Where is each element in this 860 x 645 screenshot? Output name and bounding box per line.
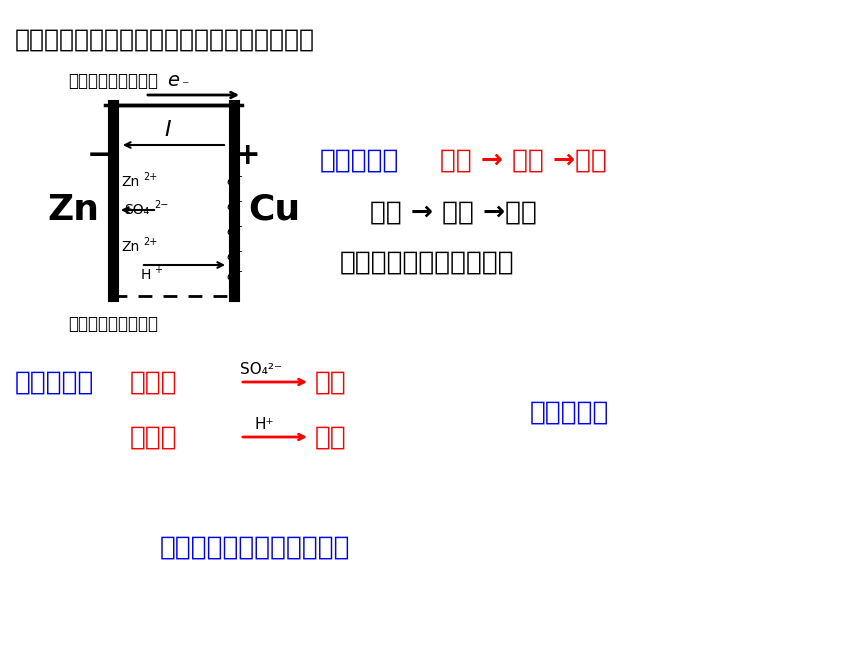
Text: −: −: [235, 247, 243, 257]
Text: H: H: [141, 268, 151, 282]
Text: H⁺: H⁺: [255, 417, 274, 432]
Text: −: −: [235, 267, 243, 277]
Text: −: −: [235, 172, 243, 182]
Text: e: e: [167, 71, 179, 90]
Text: 电子不下水，离子不上岸。: 电子不下水，离子不上岸。: [160, 535, 351, 561]
Text: SO₄²⁻: SO₄²⁻: [240, 362, 282, 377]
Text: +: +: [235, 141, 261, 170]
Text: −: −: [86, 141, 112, 170]
Text: 2−: 2−: [154, 200, 169, 210]
Text: 内电路离子定向移动: 内电路离子定向移动: [68, 315, 158, 333]
Text: 负极 → 导线 →正极: 负极 → 导线 →正极: [440, 148, 607, 174]
Text: −: −: [235, 197, 243, 207]
Text: 电子流向：: 电子流向：: [320, 148, 399, 174]
Text: Zn: Zn: [121, 240, 139, 254]
Text: +: +: [154, 265, 162, 275]
Text: e: e: [226, 175, 234, 188]
Text: ⁻: ⁻: [181, 79, 188, 93]
Text: e: e: [226, 250, 234, 263]
Text: 离子流向：: 离子流向：: [15, 370, 95, 396]
Text: 阴离子: 阴离子: [130, 370, 178, 396]
Text: Zn: Zn: [47, 193, 99, 227]
Text: 正极: 正极: [315, 425, 347, 451]
Text: ２、整个装置是如何形成电流的闭合回路的？: ２、整个装置是如何形成电流的闭合回路的？: [15, 28, 315, 52]
Text: 阴负，阳正: 阴负，阳正: [530, 400, 610, 426]
Text: 2+: 2+: [143, 237, 157, 247]
Text: 电流流向与电子流向相反: 电流流向与电子流向相反: [340, 250, 514, 276]
Text: e: e: [226, 225, 234, 238]
Text: 外电路电子定向移动: 外电路电子定向移动: [68, 72, 158, 90]
Text: Cu: Cu: [248, 193, 300, 227]
Text: −: −: [235, 222, 243, 232]
Text: I: I: [164, 120, 171, 140]
Text: e: e: [226, 200, 234, 213]
Text: 阳离子: 阳离子: [130, 425, 178, 451]
Text: 负极: 负极: [315, 370, 347, 396]
Text: 锌片 → 导线 →铜片: 锌片 → 导线 →铜片: [370, 200, 537, 226]
Text: 2+: 2+: [143, 172, 157, 182]
Text: SO₄: SO₄: [124, 203, 150, 217]
Text: Zn: Zn: [121, 175, 139, 189]
Text: e: e: [226, 270, 234, 283]
